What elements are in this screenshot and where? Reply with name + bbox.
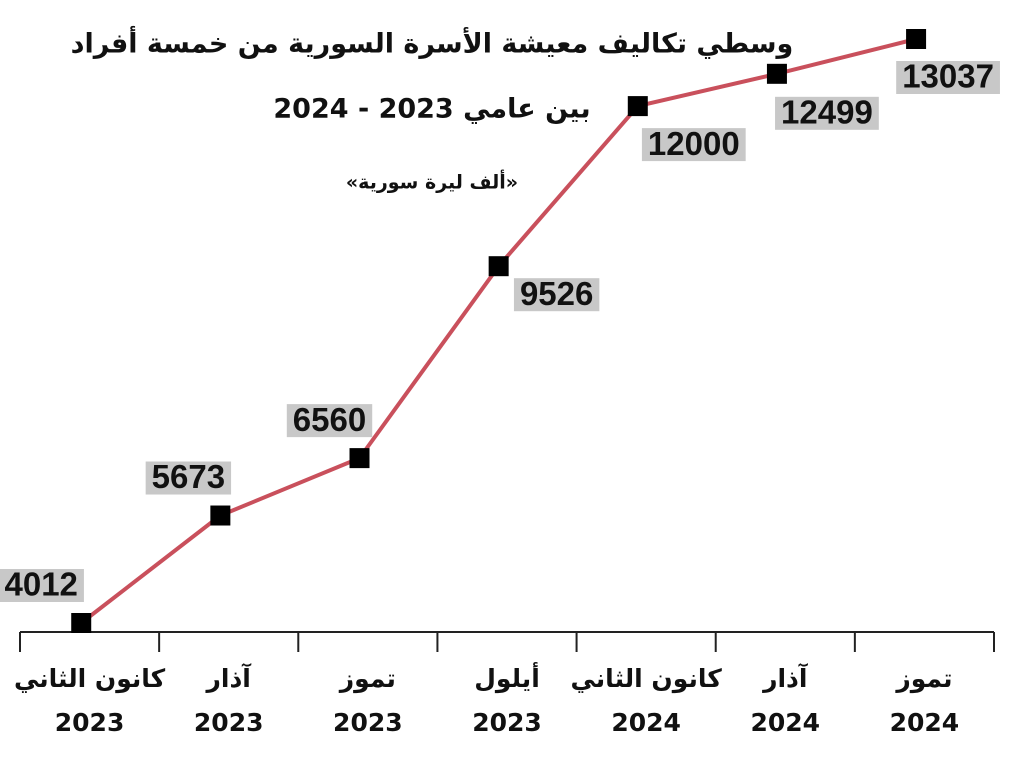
- x-tick-label: 2024: [890, 708, 960, 737]
- x-tick-label: أيلول: [474, 662, 540, 694]
- data-label-box: [513, 278, 600, 312]
- data-label-group: 6560: [286, 401, 373, 438]
- data-label: 5673: [152, 458, 225, 495]
- marker: [488, 256, 509, 277]
- marker: [906, 29, 927, 49]
- x-tick-label: 2023: [333, 708, 403, 737]
- data-label: 9526: [520, 275, 593, 312]
- data-label: 4012: [5, 566, 78, 603]
- data-label-box: [286, 404, 373, 438]
- chart-title: وسطي تكاليف معيشة الأسرة السورية من خمسة…: [71, 26, 794, 60]
- data-label-group: 4012: [0, 566, 84, 603]
- marker: [71, 613, 92, 633]
- data-label: 12000: [648, 125, 740, 162]
- data-label-box: [775, 96, 879, 130]
- data-label-group: 12000: [641, 125, 746, 162]
- marker: [627, 96, 648, 117]
- data-label-box: [0, 569, 84, 602]
- x-tick-label: 2024: [611, 708, 681, 737]
- data-label-box: [641, 128, 746, 162]
- data-label: 6560: [293, 401, 366, 438]
- data-label: 12499: [781, 94, 873, 131]
- x-tick-label: 2024: [750, 708, 820, 737]
- x-tick-label: تموز: [894, 664, 952, 694]
- x-tick-label: تموز: [338, 664, 396, 694]
- marker: [210, 505, 231, 526]
- data-label: 13037: [902, 58, 994, 95]
- data-label-group: 5673: [145, 458, 232, 495]
- data-label-group: 9526: [513, 275, 600, 312]
- chart-subtitle: بين عامي 2023 - 2024: [273, 94, 590, 125]
- data-label-box: [145, 461, 232, 495]
- x-tick-label: كانون الثاني: [571, 664, 723, 694]
- data-label-group: 12499: [775, 94, 879, 131]
- unit-label: «ألف ليرة سورية»: [346, 170, 518, 194]
- marker: [349, 448, 370, 469]
- x-tick-label: كانون الثاني: [14, 664, 166, 694]
- data-label-group: 13037: [896, 58, 1000, 95]
- marker: [766, 63, 787, 84]
- x-tick-label: آذار: [205, 663, 253, 693]
- x-tick-label: 2023: [472, 708, 542, 737]
- x-tick-label: 2023: [194, 708, 264, 737]
- x-tick-label: آذار: [761, 663, 809, 693]
- x-tick-label: 2023: [55, 708, 125, 737]
- data-label-box: [896, 61, 1000, 94]
